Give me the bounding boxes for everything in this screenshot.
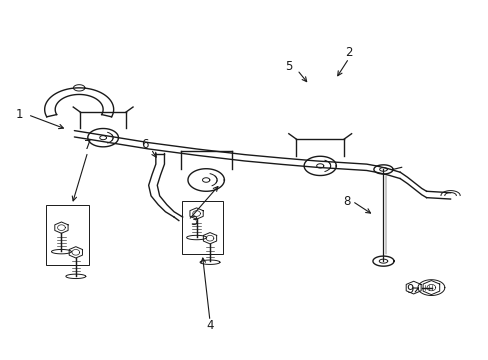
Text: 4: 4 (206, 319, 213, 332)
Text: 7: 7 (84, 139, 91, 152)
Text: 8: 8 (342, 195, 349, 208)
Text: 1: 1 (16, 108, 23, 121)
Text: 6: 6 (141, 138, 149, 151)
Text: 5: 5 (285, 59, 292, 73)
Text: 2: 2 (345, 46, 352, 59)
Text: 9: 9 (405, 283, 413, 296)
Text: 3: 3 (190, 215, 198, 228)
